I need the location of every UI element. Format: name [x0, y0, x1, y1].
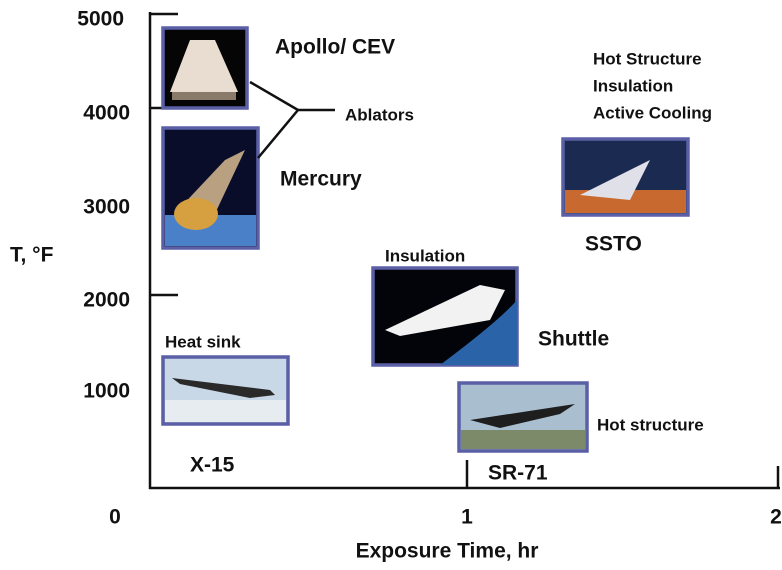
sr71-image	[459, 383, 587, 451]
diagram: 5000 4000 3000 2000 1000 0 1 2 T, °F Exp…	[0, 0, 782, 570]
y-tick-label: 2000	[83, 289, 130, 312]
y-axis-label: T, °F	[10, 244, 54, 267]
tps-label: Hot structure	[597, 415, 704, 434]
tps-label: Insulation	[593, 76, 673, 95]
mercury-image	[163, 128, 258, 248]
ssto-image	[563, 139, 688, 215]
x15-image	[163, 357, 288, 424]
vehicle-label: X-15	[190, 454, 235, 477]
tps-label: Hot Structure	[593, 49, 702, 68]
tps-label: Insulation	[385, 246, 465, 265]
vehicle-label: SR-71	[488, 462, 548, 485]
apollo-image	[163, 28, 247, 108]
y-tick-label: 5000	[77, 8, 124, 31]
x-axis-label: Exposure Time, hr	[356, 540, 539, 563]
y-tick-label: 3000	[83, 196, 130, 219]
tps-label: Heat sink	[165, 332, 241, 351]
y-tick-label: 4000	[83, 102, 130, 125]
vehicle-label: SSTO	[585, 233, 642, 256]
vehicle-label: Apollo/ CEV	[275, 36, 395, 59]
vehicle-label: Mercury	[280, 168, 362, 191]
x-tick-label: 2	[770, 506, 782, 529]
shuttle-image	[373, 268, 517, 365]
tps-label: Active Cooling	[593, 103, 712, 122]
x-tick-label: 1	[461, 506, 473, 529]
vehicle-label: Shuttle	[538, 328, 609, 351]
group-label: Ablators	[345, 105, 414, 124]
y-tick-label: 1000	[83, 380, 130, 403]
x-tick-label: 0	[109, 506, 121, 529]
